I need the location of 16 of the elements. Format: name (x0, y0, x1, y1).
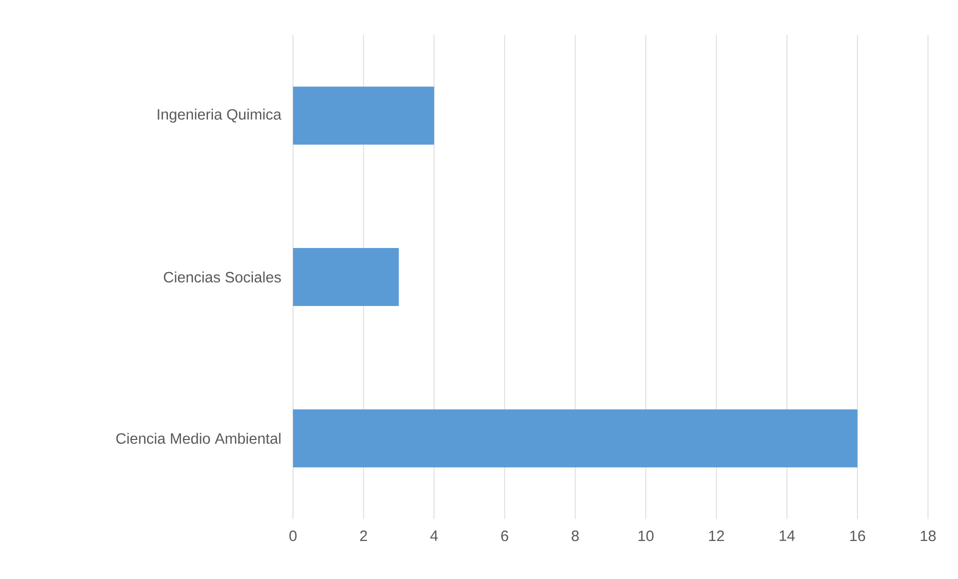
x-tick-label: 4 (430, 530, 438, 541)
x-tick-label: 18 (920, 530, 936, 542)
x-tick-label: 2 (360, 530, 367, 541)
x-tick-label: 10 (638, 530, 654, 542)
x-tick-label: 0 (289, 530, 297, 542)
x-tick-label: 8 (572, 530, 579, 542)
bar (293, 409, 858, 468)
x-tick-label: 6 (501, 530, 508, 542)
y-tick-label: Ingenieria Quimica (158, 108, 282, 123)
x-tick-label: 16 (850, 530, 866, 542)
y-tick-label: Ciencia Medio Ambiental (116, 432, 280, 444)
bar (293, 86, 434, 145)
x-tick-label: 14 (780, 530, 795, 541)
x-tick-label: 12 (709, 530, 724, 541)
bar (293, 248, 399, 306)
y-tick-label: Ciencias Sociales (164, 271, 281, 283)
